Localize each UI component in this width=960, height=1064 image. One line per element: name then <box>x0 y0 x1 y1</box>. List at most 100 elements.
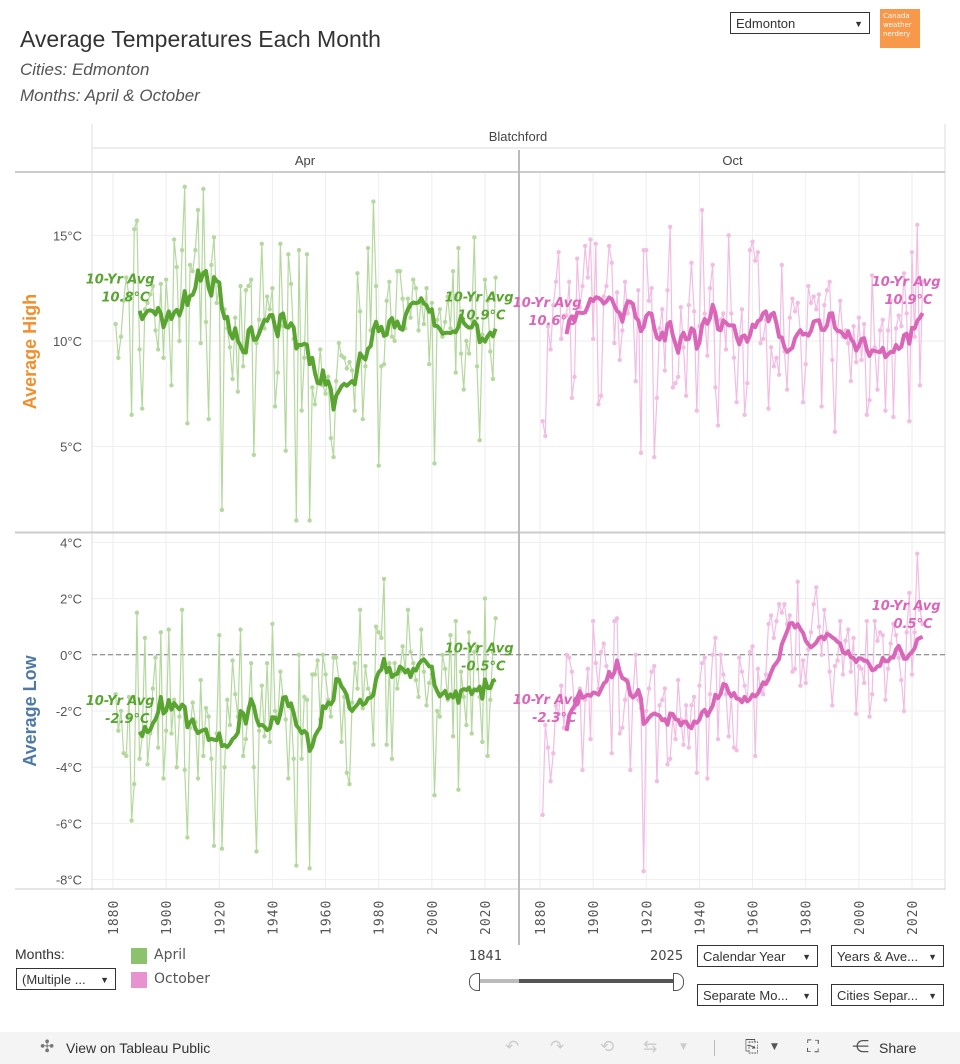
yearly-point <box>888 641 893 646</box>
chevron-down-icon[interactable]: ▼ <box>680 1042 687 1052</box>
city-select[interactable]: Edmonton ▼ <box>730 12 870 34</box>
range-slider-end-handle[interactable] <box>673 973 684 991</box>
legend-label-april[interactable]: April <box>154 947 186 963</box>
yearly-point <box>779 610 784 615</box>
yearly-point <box>480 332 485 337</box>
yearly-point <box>917 607 923 613</box>
series-april-low: 10-Yr Avg -2.9°C 10-Yr Avg -0.5°C <box>86 576 514 871</box>
yearly-point <box>779 262 784 268</box>
yearly-point <box>299 408 304 413</box>
yearly-point <box>171 697 177 702</box>
months-select[interactable]: (Multiple ... ▼ <box>16 968 116 990</box>
tableau-icon: ✣ <box>40 1037 55 1057</box>
yearly-point <box>915 551 920 556</box>
revert-icon[interactable]: ⟲ <box>600 1037 615 1057</box>
x-tick-label: 1980 <box>373 900 388 935</box>
yearly-point <box>466 630 472 635</box>
yearly-point <box>867 714 872 719</box>
yearly-point <box>248 661 254 666</box>
yearly-point <box>920 279 925 285</box>
yearly-point <box>235 389 241 394</box>
yearly-point <box>707 285 713 291</box>
yearly-point <box>888 298 893 304</box>
view-on-tableau-link[interactable]: View on Tableau Public <box>66 1040 211 1056</box>
yearly-point <box>299 756 304 761</box>
calendar-year-select[interactable]: Calendar Year ▼ <box>697 945 818 967</box>
yearly-point <box>811 294 816 299</box>
yearly-point <box>580 283 585 289</box>
yearly-point <box>485 298 490 304</box>
yearly-point <box>421 669 427 674</box>
yearly-point <box>891 414 896 420</box>
share-button[interactable]: Share <box>879 1040 917 1056</box>
yearly-point <box>477 437 482 443</box>
yearly-point <box>574 256 580 261</box>
range-slider-start-handle[interactable] <box>469 973 480 991</box>
yearly-point <box>885 666 891 672</box>
yearly-point <box>286 252 291 257</box>
yearly-point <box>567 655 572 660</box>
yearly-point <box>211 235 217 240</box>
yearly-point <box>267 307 272 312</box>
yearly-point <box>840 672 846 677</box>
yearly-point <box>121 298 126 304</box>
yearly-point <box>458 351 464 356</box>
legend-swatch-april[interactable] <box>131 948 147 964</box>
yearly-point <box>326 374 331 380</box>
yearly-point <box>137 756 142 761</box>
yearly-point <box>718 652 723 658</box>
yearly-point <box>384 298 389 304</box>
yearly-point <box>673 736 678 742</box>
yearly-point <box>896 313 901 318</box>
series-october-low: 10-Yr Avg -2.3°C 10-Yr Avg 0.5°C <box>513 551 941 874</box>
yearly-point <box>411 661 416 666</box>
legend-label-october[interactable]: October <box>154 971 211 987</box>
yearly-point <box>681 345 686 350</box>
yearly-point <box>830 703 835 708</box>
yearly-point <box>493 275 498 280</box>
yearly-point <box>742 412 747 418</box>
y-tick-label: 5°C <box>60 440 82 455</box>
yearly-point <box>201 186 206 192</box>
yearly-point <box>453 370 458 375</box>
yearly-point <box>283 448 288 453</box>
yearly-point <box>601 641 606 646</box>
download-icon[interactable]: ⎘ <box>745 1037 759 1057</box>
yearly-point <box>182 184 187 189</box>
yearly-point <box>835 658 840 663</box>
years-averages-select[interactable]: Years & Ave... ▼ <box>831 945 944 967</box>
yearly-point <box>662 368 668 373</box>
range-slider-selection[interactable] <box>519 979 680 983</box>
redo-icon[interactable]: ↷ <box>550 1037 565 1057</box>
cities-separate-select[interactable]: Cities Separ... ▼ <box>831 984 944 1006</box>
separate-months-select[interactable]: Separate Mo... ▼ <box>697 984 818 1006</box>
yearly-point <box>352 661 357 666</box>
x-tick-label: 1960 <box>747 900 762 935</box>
yearly-point <box>702 311 707 316</box>
yearly-point <box>150 283 156 289</box>
yearly-point <box>174 264 179 270</box>
yearly-point <box>227 345 233 350</box>
yearly-point <box>217 632 222 638</box>
yearly-point <box>667 756 673 761</box>
yearly-point <box>872 618 877 624</box>
legend-swatch-october[interactable] <box>131 972 147 988</box>
yearly-point <box>238 627 243 632</box>
share-icon[interactable]: ⋲ <box>852 1037 869 1057</box>
yearly-point <box>723 347 729 352</box>
yearly-point <box>256 728 262 733</box>
yearly-point <box>864 618 870 624</box>
yearly-point <box>318 347 323 352</box>
yearly-point <box>323 391 328 396</box>
yearly-point <box>440 334 445 339</box>
fullscreen-icon[interactable]: ⛶ <box>807 1037 819 1057</box>
chevron-down-icon[interactable]: ▼ <box>771 1042 778 1052</box>
yearly-point <box>567 279 572 285</box>
refresh-icon[interactable]: ⇆ <box>643 1037 658 1057</box>
yearly-point <box>912 334 917 339</box>
logo[interactable]: Canada weather nerdery <box>880 9 920 48</box>
yearly-point <box>349 700 355 705</box>
undo-icon[interactable]: ↶ <box>505 1037 520 1057</box>
yearly-point <box>622 697 628 702</box>
yearly-point <box>819 404 824 409</box>
